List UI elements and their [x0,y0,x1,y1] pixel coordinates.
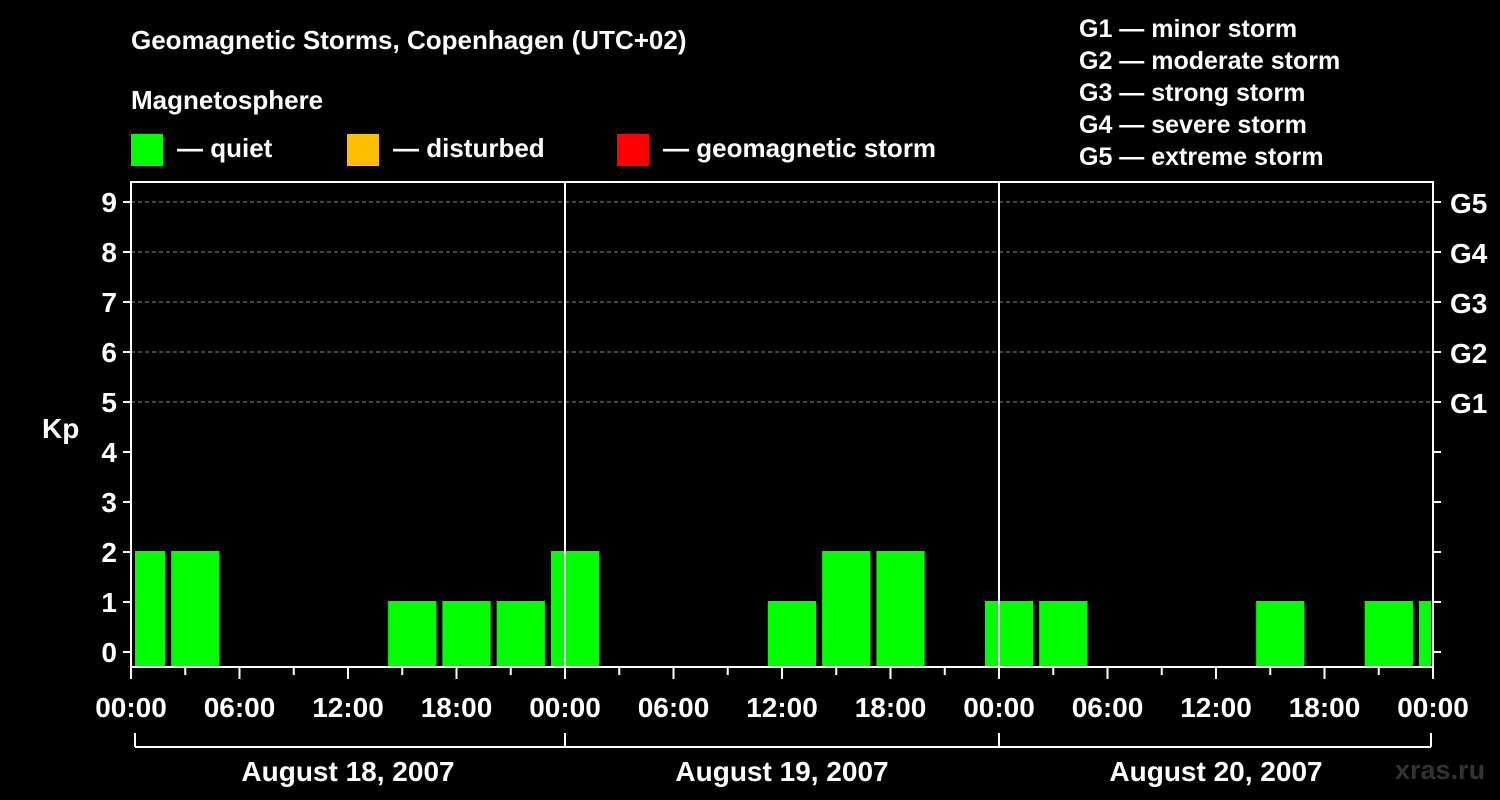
kp-bar [1364,601,1413,667]
kp-bar [1256,601,1305,667]
x-tick-label: 00:00 [963,692,1035,723]
kp-bar [1418,601,1431,667]
x-tick-label: 12:00 [1180,692,1252,723]
plot-area: 0 1 2 3 4 5 6 7 8 9 G1 G2 G3 G4 G5 00:00 06:00 12:00 18:00… [95,181,1488,787]
x-tick-label: 18:00 [421,692,493,723]
x-tick-label: 06:00 [638,692,710,723]
storm-legend-g3: G3 — strong storm [1079,79,1305,107]
y-tick-label: 3 [101,487,117,518]
y-tick-label: 5 [101,387,117,418]
kp-bar [135,551,166,667]
storm-legend-g2: G2 — moderate storm [1079,47,1340,75]
x-tick-label: 18:00 [855,692,927,723]
legend-storm-swatch [617,134,649,166]
y-tick-label: 9 [101,187,117,218]
y-tick-label: 4 [101,437,117,468]
day-label: August 19, 2007 [675,756,888,787]
x-tick-label: 00:00 [1397,692,1469,723]
kp-bar [442,601,491,667]
x-tick-label: 00:00 [529,692,601,723]
storm-legend-g5: G5 — extreme storm [1079,143,1324,171]
kp-bar [822,551,871,667]
kp-bar [550,551,600,667]
y-tick-label: 0 [101,637,117,668]
legend-quiet-label: — quiet [177,133,273,163]
x-tick-label: 00:00 [95,692,167,723]
kp-bar [171,551,220,667]
chart-title: Geomagnetic Storms, Copenhagen (UTC+02) [131,25,686,55]
y-tick-label: 6 [101,337,117,368]
kp-bar [767,601,817,667]
storm-legend-g1: G1 — minor storm [1079,15,1297,43]
x-tick-label: 12:00 [312,692,384,723]
y-tick-label: 8 [101,237,117,268]
y-tick-label: 2 [101,537,117,568]
plot-frame [130,181,1434,668]
y-tick-label: 7 [101,287,117,318]
storm-legend-g4: G4 — severe storm [1079,111,1307,139]
day-label: August 20, 2007 [1109,756,1322,787]
legend-disturbed-swatch [347,134,379,166]
magnetosphere-title: Magnetosphere [131,85,323,115]
x-tick-label: 18:00 [1289,692,1361,723]
y-tick-label: 1 [101,587,117,618]
kp-bar [1039,601,1088,667]
g-scale-label: G3 [1450,288,1487,319]
g-scale-label: G1 [1450,388,1487,419]
legend-quiet-swatch [131,134,163,166]
kp-bar [496,601,545,667]
g-scale-label: G5 [1450,188,1487,219]
y-axis-label: Kp [42,413,79,444]
g-scale-label: G4 [1450,238,1488,269]
legend-disturbed-label: — disturbed [393,133,545,163]
g-scale-label: G2 [1450,338,1487,369]
kp-bar [984,601,1034,667]
watermark: xras.ru [1395,755,1485,785]
legend-storm-label: — geomagnetic storm [663,133,936,163]
x-tick-label: 06:00 [204,692,276,723]
kp-bar [388,601,437,667]
x-tick-label: 12:00 [746,692,818,723]
x-tick-label: 06:00 [1072,692,1144,723]
day-label: August 18, 2007 [241,756,454,787]
kp-bar [876,551,925,667]
